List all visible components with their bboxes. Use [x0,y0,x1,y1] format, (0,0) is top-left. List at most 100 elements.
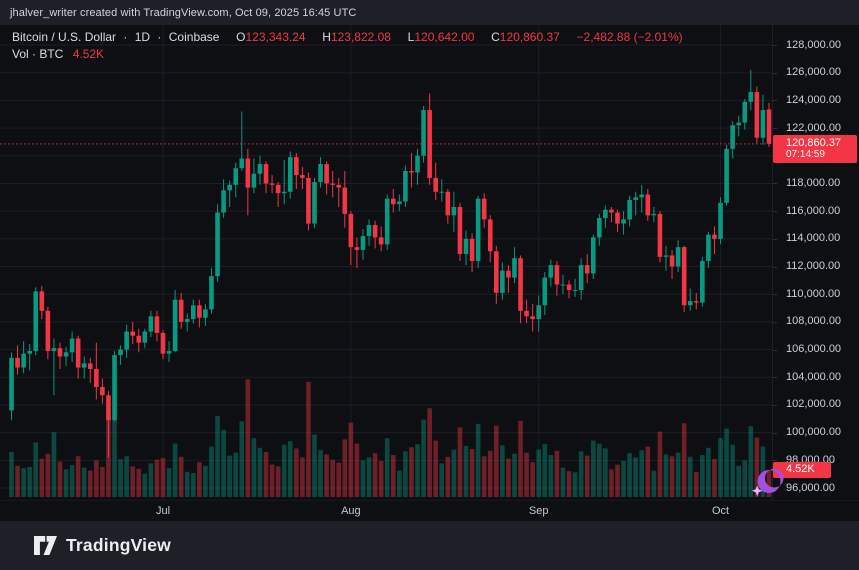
candle[interactable] [427,93,432,185]
candle[interactable] [572,278,578,297]
interval-label[interactable]: 1D [134,30,151,44]
candle[interactable] [112,350,117,422]
candle[interactable] [136,328,142,353]
candle[interactable] [609,206,614,223]
candle[interactable] [754,86,760,144]
candle[interactable] [184,313,190,332]
candle[interactable] [251,158,257,194]
candle[interactable] [390,188,396,213]
candle[interactable] [360,229,366,260]
candle[interactable] [469,233,475,273]
candle[interactable] [621,211,626,235]
candle[interactable] [263,161,269,194]
candle[interactable] [657,211,663,263]
candle[interactable] [342,170,348,228]
candle[interactable] [239,111,245,171]
candle[interactable] [75,335,81,379]
candle[interactable] [294,152,299,189]
candle[interactable] [106,391,111,458]
candlestick-chart-pane[interactable] [0,25,772,500]
candle[interactable] [748,69,754,111]
candle[interactable] [312,177,317,228]
candle[interactable] [306,172,311,231]
candle[interactable] [403,165,408,207]
candle[interactable] [69,331,75,363]
candle[interactable] [518,255,523,324]
candle[interactable] [475,195,481,268]
candle[interactable] [63,346,69,367]
candle[interactable] [45,306,51,360]
candle[interactable] [487,215,493,263]
candle[interactable] [287,151,293,199]
candle[interactable] [421,105,426,163]
candle[interactable] [730,121,735,159]
candle[interactable] [366,219,372,246]
candle[interactable] [245,148,251,216]
candle[interactable] [663,245,669,271]
candle[interactable] [457,202,463,261]
candle[interactable] [172,290,178,353]
candle[interactable] [718,197,723,245]
candle[interactable] [481,193,487,228]
candle[interactable] [166,341,172,363]
candle[interactable] [51,338,57,396]
candle[interactable] [548,259,554,286]
candle[interactable] [712,226,717,255]
candle[interactable] [439,179,445,202]
candle[interactable] [675,240,681,273]
candle[interactable] [524,299,529,324]
candle[interactable] [384,194,390,250]
candle[interactable] [209,267,214,314]
candle[interactable] [221,179,226,219]
candle[interactable] [397,194,402,212]
candle[interactable] [33,287,39,356]
candle[interactable] [203,303,208,327]
candle[interactable] [227,180,232,207]
candle[interactable] [39,285,45,320]
candle[interactable] [736,115,741,137]
candle[interactable] [566,280,572,299]
candle[interactable] [27,344,32,371]
candle[interactable] [463,230,469,266]
candle[interactable] [506,265,511,293]
symbol-title[interactable]: Bitcoin / U.S. Dollar [12,30,117,44]
candle[interactable] [445,188,451,224]
candle[interactable] [706,231,711,268]
candle[interactable] [700,256,705,307]
candle[interactable] [451,191,457,232]
candle[interactable] [330,170,335,198]
candle[interactable] [142,328,148,349]
candle[interactable] [433,162,438,201]
candle[interactable] [530,303,535,332]
candle[interactable] [724,144,729,206]
candle[interactable] [590,234,596,279]
candle[interactable] [409,152,414,188]
price-axis[interactable]: 120,860.37 07:14:59 4.52K 128,000.00 126,… [772,25,859,500]
candle[interactable] [372,220,378,249]
candle[interactable] [681,245,687,313]
candle[interactable] [154,310,160,342]
candle[interactable] [233,162,239,198]
candle[interactable] [9,352,14,421]
candle[interactable] [542,272,548,315]
candle[interactable] [560,274,566,295]
candle[interactable] [687,288,693,311]
candle[interactable] [324,161,329,195]
candle[interactable] [178,292,184,329]
candle[interactable] [21,341,26,374]
candle[interactable] [118,345,123,365]
candle[interactable] [766,102,772,147]
candle[interactable] [633,191,638,216]
candle[interactable] [348,211,354,266]
candle[interactable] [494,245,499,304]
candle[interactable] [597,213,602,246]
candle[interactable] [378,226,384,252]
candle[interactable] [415,148,420,185]
candle[interactable] [512,247,517,284]
candle[interactable] [615,209,620,232]
candle[interactable] [693,292,699,310]
candle[interactable] [191,299,196,324]
candle[interactable] [536,295,542,332]
candle[interactable] [584,254,590,284]
candle[interactable] [281,159,287,205]
